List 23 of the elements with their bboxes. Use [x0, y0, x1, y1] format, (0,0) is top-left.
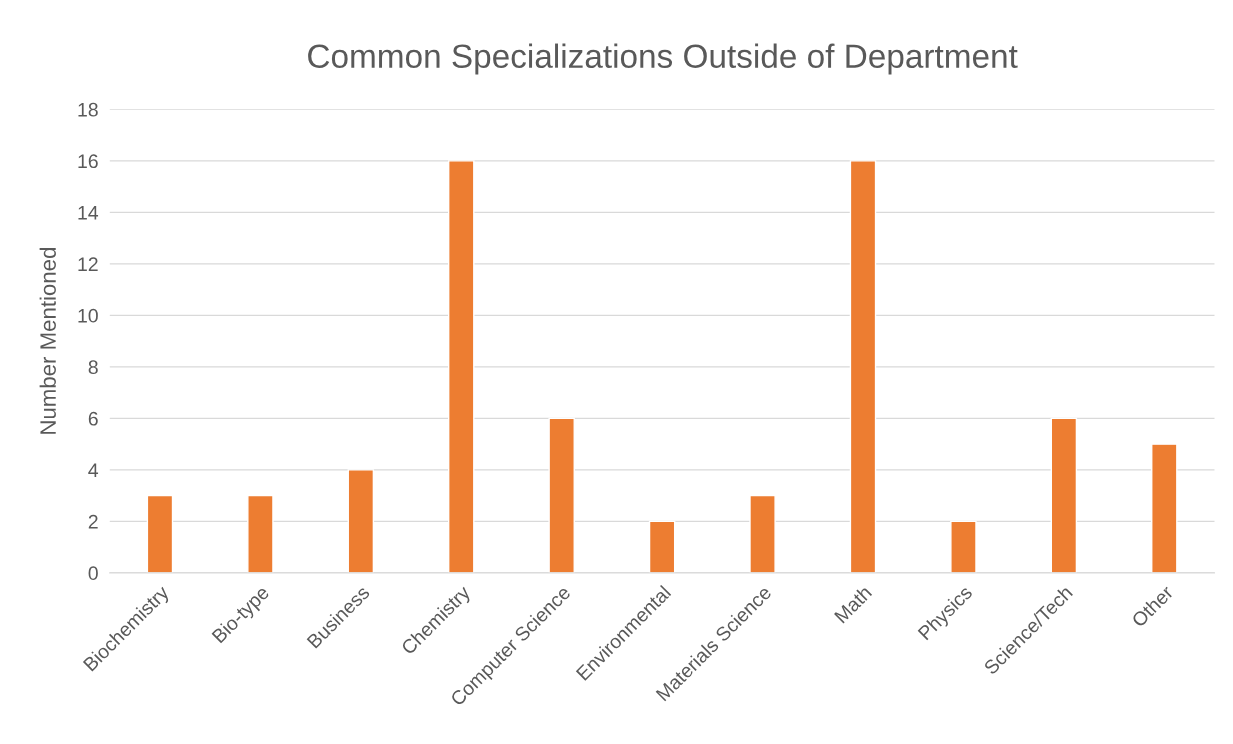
bar: [1151, 443, 1178, 573]
y-tick-label: 14: [78, 206, 99, 220]
y-tick-label: 16: [78, 154, 98, 169]
y-tick-label: 8: [88, 360, 98, 375]
bar: [247, 494, 274, 573]
y-tick-label: 2: [88, 514, 98, 529]
y-tick-label: 6: [88, 411, 98, 426]
bar: [448, 160, 475, 573]
bar: [1050, 417, 1078, 573]
bar: [849, 160, 877, 573]
y-tick-label: 10: [78, 308, 98, 323]
bar: [749, 494, 776, 573]
y-tick-label: 0: [88, 566, 98, 581]
y-tick-label: 12: [78, 257, 98, 271]
y-axis-title: Number Mentioned: [39, 248, 56, 434]
bar: [950, 520, 977, 573]
bar: [648, 520, 676, 573]
bar: [347, 469, 375, 573]
y-tick-label: 18: [78, 102, 98, 117]
bar: [548, 417, 575, 573]
y-tick-label: 4: [88, 463, 99, 477]
bar: [146, 494, 174, 573]
chart-title: Common Specializations Outside of Department: [308, 43, 1018, 75]
